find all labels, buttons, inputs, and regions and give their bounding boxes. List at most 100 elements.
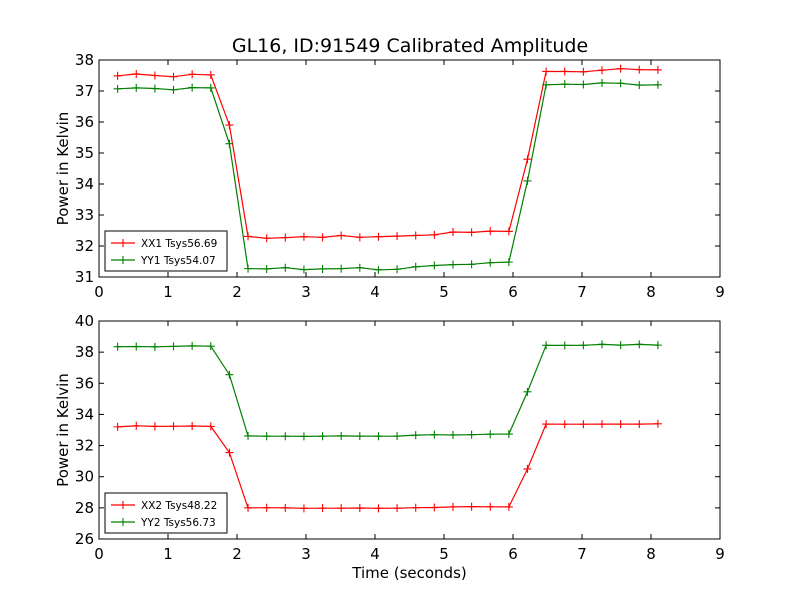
top-x-tick-label: 4 [370, 283, 380, 301]
top-data-point [225, 139, 234, 148]
bottom-x-tick-label: 0 [94, 545, 104, 563]
top-y-tick-label: 35 [75, 144, 94, 162]
top-data-point [262, 264, 271, 273]
top-data-point [169, 85, 178, 94]
top-data-point [430, 261, 439, 270]
bottom-data-point [411, 431, 420, 440]
bottom-data-point [448, 502, 457, 511]
top-legend-label: YY1 Tsys54.07 [140, 255, 216, 267]
top-data-point [113, 84, 122, 93]
top-legend [104, 230, 228, 272]
top-data-point [393, 232, 402, 241]
bottom-data-point [318, 432, 327, 441]
top-data-point [504, 258, 513, 267]
bottom-x-tick-label: 2 [232, 545, 242, 563]
top-data-point [579, 80, 588, 89]
top-data-point [542, 67, 551, 76]
bottom-x-tick-label: 7 [577, 545, 587, 563]
top-data-point [635, 81, 644, 90]
bottom-data-point [132, 421, 141, 430]
top-data-point [225, 121, 234, 130]
top-data-point [355, 233, 364, 242]
top-data-point [430, 230, 439, 239]
top-x-tick-label: 2 [232, 283, 242, 301]
bottom-data-point [635, 340, 644, 349]
bottom-x-tick-label: 8 [646, 545, 656, 563]
top-data-point [448, 228, 457, 237]
bottom-data-point [598, 420, 607, 429]
bottom-data-point [393, 432, 402, 441]
top-data-point [244, 232, 253, 241]
top-data-point [337, 264, 346, 273]
top-data-point [281, 233, 290, 242]
bottom-data-point [244, 431, 253, 440]
bottom-data-point [504, 502, 513, 511]
top-data-point [169, 72, 178, 81]
bottom-legend-label: YY2 Tsys56.73 [140, 517, 216, 529]
bottom-data-point [113, 342, 122, 351]
bottom-x-tick-label: 5 [439, 545, 449, 563]
bottom-data-point [430, 503, 439, 512]
top-data-point [318, 264, 327, 273]
top-x-tick-label: 3 [301, 283, 311, 301]
top-data-point [337, 231, 346, 240]
top-data-point [150, 71, 159, 80]
top-data-point [411, 262, 420, 271]
bottom-data-point [374, 432, 383, 441]
bottom-data-point [486, 502, 495, 511]
bottom-data-point [579, 341, 588, 350]
bottom-y-tick-label: 40 [75, 312, 94, 330]
bottom-data-point [206, 422, 215, 431]
bottom-x-tick-label: 9 [715, 545, 725, 563]
top-data-point [393, 265, 402, 274]
top-legend-marker [119, 239, 127, 247]
bottom-data-point [244, 503, 253, 512]
bottom-y-tick-label: 36 [75, 374, 94, 392]
bottom-data-point [560, 341, 569, 350]
bottom-data-point [113, 422, 122, 431]
top-data-point [299, 232, 308, 241]
top-y-tick-label: 31 [75, 268, 94, 286]
bottom-data-point [411, 503, 420, 512]
top-data-point [188, 83, 197, 92]
top-data-point [374, 265, 383, 274]
bottom-data-point [542, 341, 551, 350]
bottom-y-tick-label: 30 [75, 468, 94, 486]
top-data-point [653, 80, 662, 89]
bottom-data-point [169, 342, 178, 351]
bottom-data-point [355, 504, 364, 513]
bottom-data-point [523, 464, 532, 473]
top-data-point [411, 231, 420, 240]
top-x-tick-label: 8 [646, 283, 656, 301]
top-data-point [523, 155, 532, 164]
bottom-data-point [504, 430, 513, 439]
bottom-data-point [281, 432, 290, 441]
top-legend-marker [119, 256, 127, 264]
bottom-data-point [486, 430, 495, 439]
top-data-point [244, 264, 253, 273]
top-data-point [560, 80, 569, 89]
bottom-data-point [355, 432, 364, 441]
top-data-point [467, 260, 476, 269]
bottom-data-point [467, 430, 476, 439]
bottom-y-axis-label: Power in Kelvin [54, 373, 72, 487]
top-data-point [616, 64, 625, 73]
top-data-point [281, 263, 290, 272]
bottom-data-point [299, 432, 308, 441]
top-data-point [504, 227, 513, 236]
bottom-legend-marker [119, 501, 127, 509]
bottom-y-tick-label: 32 [75, 437, 94, 455]
top-data-point [206, 70, 215, 79]
bottom-legend [104, 492, 228, 534]
bottom-data-point [188, 341, 197, 350]
top-data-point [616, 79, 625, 88]
top-data-point [448, 260, 457, 269]
bottom-data-point [616, 341, 625, 350]
bottom-x-tick-label: 3 [301, 545, 311, 563]
top-data-point [206, 83, 215, 92]
top-data-point [579, 67, 588, 76]
bottom-data-point [318, 504, 327, 513]
top-data-point [598, 78, 607, 87]
top-x-tick-label: 1 [163, 283, 173, 301]
